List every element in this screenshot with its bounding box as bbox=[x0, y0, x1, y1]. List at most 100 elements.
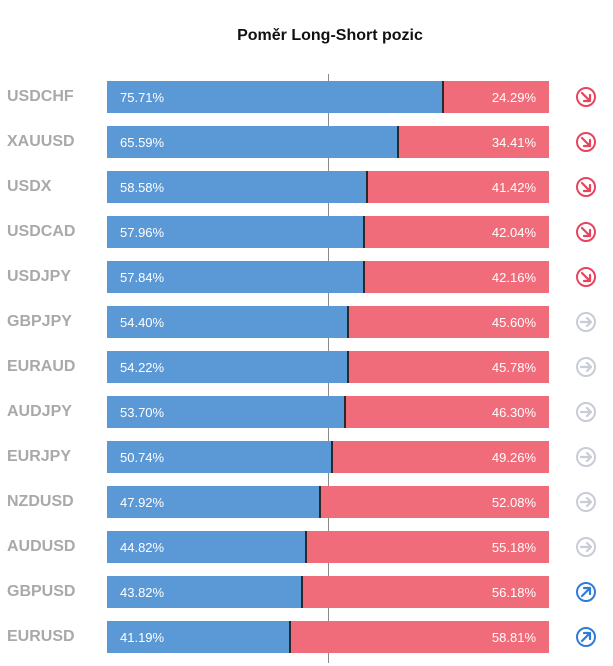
bar-divider bbox=[344, 396, 346, 428]
bar-divider bbox=[331, 441, 333, 473]
chart-row-audusd: AUDUSD 44.82% 55.18% bbox=[0, 531, 613, 576]
long-bar-segment: 50.74% bbox=[107, 441, 331, 473]
short-bar-segment: 52.08% bbox=[321, 486, 549, 518]
short-bar-segment: 55.18% bbox=[307, 531, 549, 563]
long-percent-label: 44.82% bbox=[120, 540, 165, 555]
short-percent-label: 24.29% bbox=[491, 90, 536, 105]
ratio-bar: 53.70% 46.30% bbox=[107, 396, 549, 428]
trend-up-icon[interactable] bbox=[575, 581, 597, 603]
pair-label: USDX bbox=[7, 178, 52, 195]
chart-title: Poměr Long-Short pozic bbox=[237, 27, 423, 44]
trend-neutral-icon[interactable] bbox=[575, 491, 597, 513]
chart-row-usdcad: USDCAD 57.96% 42.04% bbox=[0, 216, 613, 261]
long-bar-segment: 41.19% bbox=[107, 621, 289, 653]
ratio-bar: 47.92% 52.08% bbox=[107, 486, 549, 518]
pair-label: USDCAD bbox=[7, 223, 76, 240]
short-percent-label: 55.18% bbox=[491, 540, 536, 555]
long-bar-segment: 58.58% bbox=[107, 171, 366, 203]
trend-neutral-icon[interactable] bbox=[575, 446, 597, 468]
long-percent-label: 41.19% bbox=[120, 630, 165, 645]
short-percent-label: 41.42% bbox=[491, 180, 536, 195]
pair-label: XAUUSD bbox=[7, 133, 75, 150]
long-percent-label: 54.40% bbox=[120, 315, 165, 330]
bar-divider bbox=[366, 171, 368, 203]
trend-neutral-icon[interactable] bbox=[575, 311, 597, 333]
pair-label: GBPUSD bbox=[7, 583, 76, 600]
trend-down-icon[interactable] bbox=[575, 176, 597, 198]
short-percent-label: 49.26% bbox=[491, 450, 536, 465]
long-bar-segment: 53.70% bbox=[107, 396, 344, 428]
ratio-bar: 54.40% 45.60% bbox=[107, 306, 549, 338]
trend-neutral-icon[interactable] bbox=[575, 356, 597, 378]
bar-divider bbox=[347, 306, 349, 338]
ratio-bar: 43.82% 56.18% bbox=[107, 576, 549, 608]
short-percent-label: 46.30% bbox=[491, 405, 536, 420]
long-bar-segment: 43.82% bbox=[107, 576, 301, 608]
ratio-bar: 65.59% 34.41% bbox=[107, 126, 549, 158]
long-percent-label: 57.96% bbox=[120, 225, 165, 240]
trend-down-icon[interactable] bbox=[575, 266, 597, 288]
pair-label: USDJPY bbox=[7, 268, 72, 285]
chart-row-gbpjpy: GBPJPY 54.40% 45.60% bbox=[0, 306, 613, 351]
short-bar-segment: 41.42% bbox=[368, 171, 549, 203]
pair-label: GBPJPY bbox=[7, 313, 72, 330]
short-percent-label: 42.04% bbox=[491, 225, 536, 240]
short-bar-segment: 34.41% bbox=[399, 126, 549, 158]
long-bar-segment: 65.59% bbox=[107, 126, 397, 158]
bar-divider bbox=[347, 351, 349, 383]
pair-label: EURJPY bbox=[7, 448, 72, 465]
long-bar-segment: 57.96% bbox=[107, 216, 363, 248]
chart-row-usdchf: USDCHF 75.71% 24.29% bbox=[0, 81, 613, 126]
long-percent-label: 57.84% bbox=[120, 270, 165, 285]
pair-label: AUDJPY bbox=[7, 403, 72, 420]
long-bar-segment: 54.22% bbox=[107, 351, 347, 383]
short-bar-segment: 24.29% bbox=[444, 81, 549, 113]
chart-row-usdjpy: USDJPY 57.84% 42.16% bbox=[0, 261, 613, 306]
ratio-bar: 75.71% 24.29% bbox=[107, 81, 549, 113]
trend-neutral-icon[interactable] bbox=[575, 536, 597, 558]
trend-down-icon[interactable] bbox=[575, 221, 597, 243]
short-bar-segment: 58.81% bbox=[291, 621, 549, 653]
long-percent-label: 65.59% bbox=[120, 135, 165, 150]
short-percent-label: 52.08% bbox=[491, 495, 536, 510]
trend-neutral-icon[interactable] bbox=[575, 401, 597, 423]
long-percent-label: 54.22% bbox=[120, 360, 165, 375]
pair-label: NZDUSD bbox=[7, 493, 74, 510]
bar-divider bbox=[363, 261, 365, 293]
ratio-bar: 44.82% 55.18% bbox=[107, 531, 549, 563]
trend-down-icon[interactable] bbox=[575, 131, 597, 153]
short-bar-segment: 56.18% bbox=[303, 576, 549, 608]
chart-row-euraud: EURAUD 54.22% 45.78% bbox=[0, 351, 613, 396]
bar-divider bbox=[319, 486, 321, 518]
chart-row-nzdusd: NZDUSD 47.92% 52.08% bbox=[0, 486, 613, 531]
ratio-bar: 57.84% 42.16% bbox=[107, 261, 549, 293]
short-percent-label: 56.18% bbox=[491, 585, 536, 600]
long-percent-label: 58.58% bbox=[120, 180, 165, 195]
short-percent-label: 45.60% bbox=[491, 315, 536, 330]
long-percent-label: 53.70% bbox=[120, 405, 165, 420]
ratio-bar: 57.96% 42.04% bbox=[107, 216, 549, 248]
long-percent-label: 43.82% bbox=[120, 585, 165, 600]
pair-label: USDCHF bbox=[7, 88, 74, 105]
chart-row-xauusd: XAUUSD 65.59% 34.41% bbox=[0, 126, 613, 171]
pair-label: AUDUSD bbox=[7, 538, 76, 555]
ratio-bar: 50.74% 49.26% bbox=[107, 441, 549, 473]
long-bar-segment: 47.92% bbox=[107, 486, 319, 518]
long-bar-segment: 54.40% bbox=[107, 306, 347, 338]
bar-divider bbox=[305, 531, 307, 563]
bar-divider bbox=[363, 216, 365, 248]
pair-label: EURUSD bbox=[7, 628, 75, 645]
short-bar-segment: 45.78% bbox=[349, 351, 549, 383]
ratio-bar: 58.58% 41.42% bbox=[107, 171, 549, 203]
chart-row-audjpy: AUDJPY 53.70% 46.30% bbox=[0, 396, 613, 441]
long-bar-segment: 57.84% bbox=[107, 261, 363, 293]
long-bar-segment: 44.82% bbox=[107, 531, 305, 563]
trend-down-icon[interactable] bbox=[575, 86, 597, 108]
chart-row-usdx: USDX 58.58% 41.42% bbox=[0, 171, 613, 216]
short-percent-label: 42.16% bbox=[491, 270, 536, 285]
short-bar-segment: 49.26% bbox=[333, 441, 549, 473]
long-percent-label: 47.92% bbox=[120, 495, 165, 510]
short-bar-segment: 42.16% bbox=[365, 261, 549, 293]
trend-up-icon[interactable] bbox=[575, 626, 597, 648]
bar-divider bbox=[442, 81, 444, 113]
